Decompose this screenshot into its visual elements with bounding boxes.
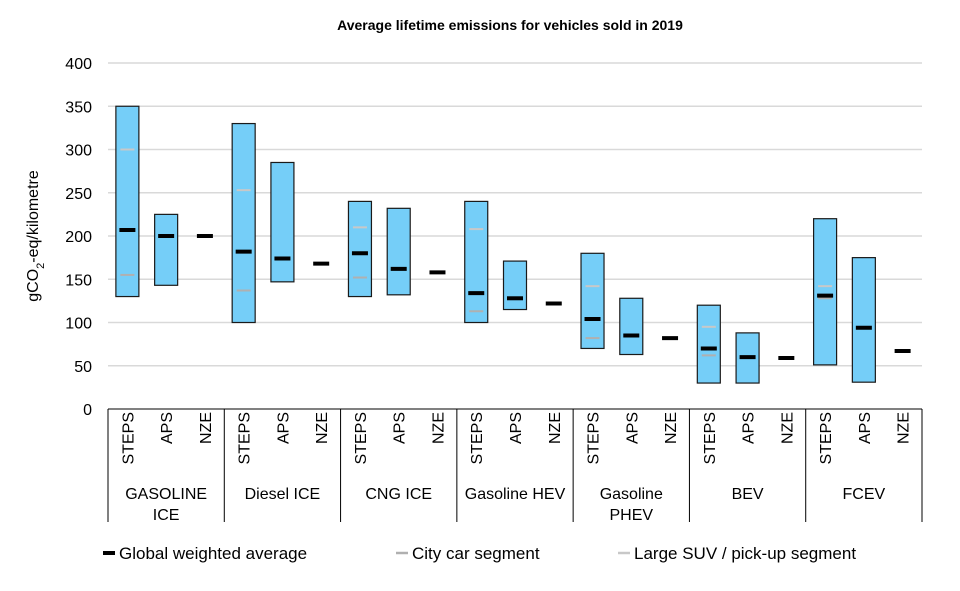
scenario-label: NZE — [314, 412, 331, 444]
y-tick-label: 0 — [83, 402, 92, 419]
scenario-label: APS — [508, 412, 525, 444]
scenario-label: APS — [392, 412, 409, 444]
chart-title: Average lifetime emissions for vehicles … — [337, 17, 683, 33]
range-bar — [386, 207, 411, 296]
scenario-label: NZE — [430, 412, 447, 444]
scenario-label: NZE — [779, 412, 796, 444]
range-bar — [154, 213, 179, 286]
scenario-label: APS — [624, 412, 641, 444]
range-bar — [580, 252, 605, 350]
y-axis-label: gCO2-eq/kilometre — [25, 170, 47, 302]
scenario-label: STEPS — [237, 412, 254, 464]
range-bar — [270, 161, 295, 283]
legend-label-average: Global weighted average — [119, 544, 307, 563]
scenario-label: STEPS — [818, 412, 835, 464]
scenario-label: APS — [159, 412, 176, 444]
y-tick-label: 300 — [65, 143, 92, 160]
scenario-label: APS — [741, 412, 758, 444]
group-label: CNG ICE — [365, 486, 432, 503]
legend-label-city: City car segment — [412, 544, 540, 563]
range-bar — [619, 297, 644, 356]
range-bar — [464, 200, 489, 324]
group-label: ICE — [153, 507, 180, 524]
range-bar — [231, 122, 256, 324]
group-label: FCEV — [843, 486, 886, 503]
y-tick-label: 350 — [65, 99, 92, 116]
scenario-label: STEPS — [469, 412, 486, 464]
group-label: Gasoline — [600, 486, 663, 503]
y-tick-label: 50 — [74, 359, 92, 376]
group-label: BEV — [732, 486, 764, 503]
group-label: Diesel ICE — [245, 486, 321, 503]
group-label: PHEV — [609, 507, 653, 524]
scenario-label: STEPS — [702, 412, 719, 464]
y-tick-label: 200 — [65, 229, 92, 246]
range-bar — [851, 257, 876, 383]
scenario-label: NZE — [198, 412, 215, 444]
range-bar — [502, 260, 528, 311]
scenario-label: NZE — [896, 412, 913, 444]
scenario-label: STEPS — [353, 412, 370, 464]
scenario-label: STEPS — [120, 412, 137, 464]
group-label: Gasoline HEV — [465, 486, 566, 503]
range-bar — [347, 200, 373, 298]
range-bar — [115, 105, 140, 298]
y-tick-label: 250 — [65, 186, 92, 203]
scenario-label: APS — [275, 412, 292, 444]
y-tick-label: 150 — [65, 272, 92, 289]
scenario-label: NZE — [547, 412, 564, 444]
scenario-label: NZE — [663, 412, 680, 444]
y-tick-label: 100 — [65, 316, 92, 333]
y-tick-label: 400 — [65, 56, 92, 73]
range-bar — [696, 304, 721, 384]
scenario-label: APS — [857, 412, 874, 444]
scenario-label: STEPS — [586, 412, 603, 464]
range-bar — [812, 218, 838, 366]
legend-label-suv: Large SUV / pick-up segment — [634, 544, 856, 563]
group-label: GASOLINE — [125, 486, 207, 503]
